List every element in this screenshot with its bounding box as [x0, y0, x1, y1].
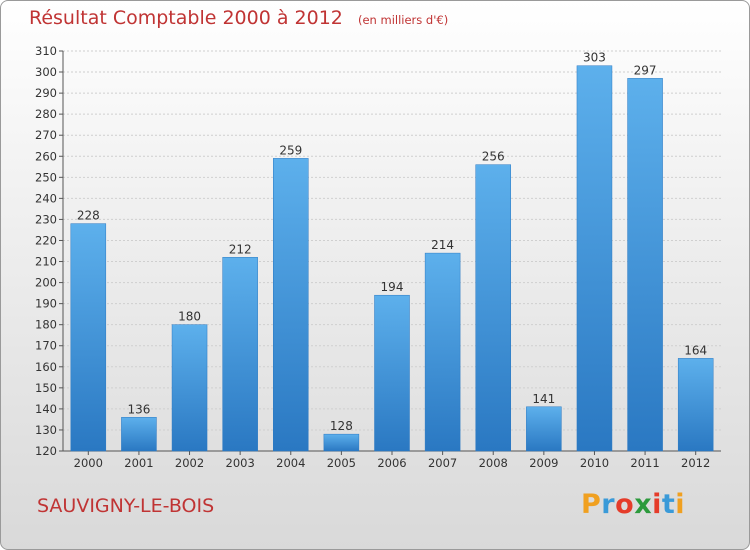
bar-value-label: 256 — [482, 150, 505, 164]
commune-name: SAUVIGNY-LE-BOIS — [37, 495, 215, 517]
y-tick-label: 260 — [35, 149, 57, 163]
bars — [70, 65, 714, 452]
bar-value-label: 136 — [127, 402, 150, 416]
bar-value-label: 303 — [583, 51, 606, 65]
logo-letter: P — [581, 489, 602, 520]
y-tick-label: 130 — [35, 423, 57, 437]
logo-letter: i — [675, 489, 686, 520]
logo-letter: o — [615, 489, 635, 520]
y-tick-label: 200 — [35, 276, 57, 290]
labels: 120 130 140 150 160 170 180 190 200 210 220 230 240 2… — [35, 44, 710, 470]
y-tick-label: 270 — [35, 128, 57, 142]
x-tick-label: 2004 — [276, 456, 305, 470]
x-tick-label: 2009 — [529, 456, 558, 470]
x-tick-label: 2000 — [74, 456, 103, 470]
y-tick-label: 120 — [35, 444, 57, 458]
logo-letter: i — [652, 489, 662, 520]
x-tick-label: 2006 — [377, 456, 406, 470]
y-tick-label: 170 — [35, 339, 57, 353]
y-tick-label: 230 — [35, 212, 57, 226]
y-tick-label: 240 — [35, 191, 57, 205]
bar-value-label: 194 — [381, 280, 404, 294]
y-tick-label: 190 — [35, 297, 57, 311]
bar-value-label: 214 — [431, 238, 454, 252]
x-tick-label: 2011 — [630, 456, 659, 470]
bar-value-label: 180 — [178, 310, 201, 324]
x-tick-label: 2010 — [580, 456, 609, 470]
chart-unit-label: (en milliers d'€) — [357, 13, 449, 27]
chart-title-block: Résultat Comptable 2000 à 2012 (en milli… — [29, 7, 448, 29]
bar — [70, 223, 107, 452]
bar-value-label: 128 — [330, 419, 353, 433]
y-tick-label: 150 — [35, 381, 57, 395]
bar-value-label: 212 — [229, 242, 252, 256]
bar-value-label: 164 — [684, 343, 707, 357]
x-tick-label: 2001 — [124, 456, 153, 470]
bar — [526, 406, 562, 452]
y-tick-label: 300 — [35, 65, 57, 79]
bar — [222, 257, 258, 452]
x-tick-label: 2008 — [479, 456, 508, 470]
bar — [677, 358, 714, 452]
y-tick-label: 250 — [35, 170, 57, 184]
bar — [475, 164, 511, 452]
bar — [323, 433, 360, 452]
bar — [627, 78, 663, 452]
chart-title: Résultat Comptable 2000 à 2012 — [29, 7, 343, 29]
proxiti-logo: Proxiti — [581, 489, 685, 520]
y-tick-label: 220 — [35, 233, 57, 247]
x-tick-label: 2012 — [681, 456, 710, 470]
bar-value-label: 297 — [634, 63, 657, 77]
y-tick-label: 160 — [35, 360, 57, 374]
x-tick-label: 2005 — [327, 456, 356, 470]
bar — [424, 252, 461, 452]
bar — [273, 158, 309, 452]
bar-value-label: 259 — [279, 143, 302, 157]
bar — [576, 65, 613, 452]
y-tick-label: 280 — [35, 107, 57, 121]
y-tick-label: 290 — [35, 86, 57, 100]
y-tick-label: 180 — [35, 318, 57, 332]
x-tick-label: 2007 — [428, 456, 457, 470]
bar — [374, 294, 410, 452]
logo-letter: x — [634, 489, 653, 520]
bar — [121, 417, 157, 452]
y-tick-label: 210 — [35, 255, 57, 269]
x-tick-label: 2003 — [226, 456, 255, 470]
x-tick-label: 2002 — [175, 456, 204, 470]
logo-letter: r — [601, 489, 616, 520]
bar-value-label: 228 — [77, 209, 100, 223]
logo-letter: t — [661, 489, 676, 520]
bar — [171, 324, 208, 452]
y-tick-label: 140 — [35, 402, 57, 416]
y-tick-label: 310 — [35, 44, 57, 58]
bar-value-label: 141 — [532, 392, 555, 406]
